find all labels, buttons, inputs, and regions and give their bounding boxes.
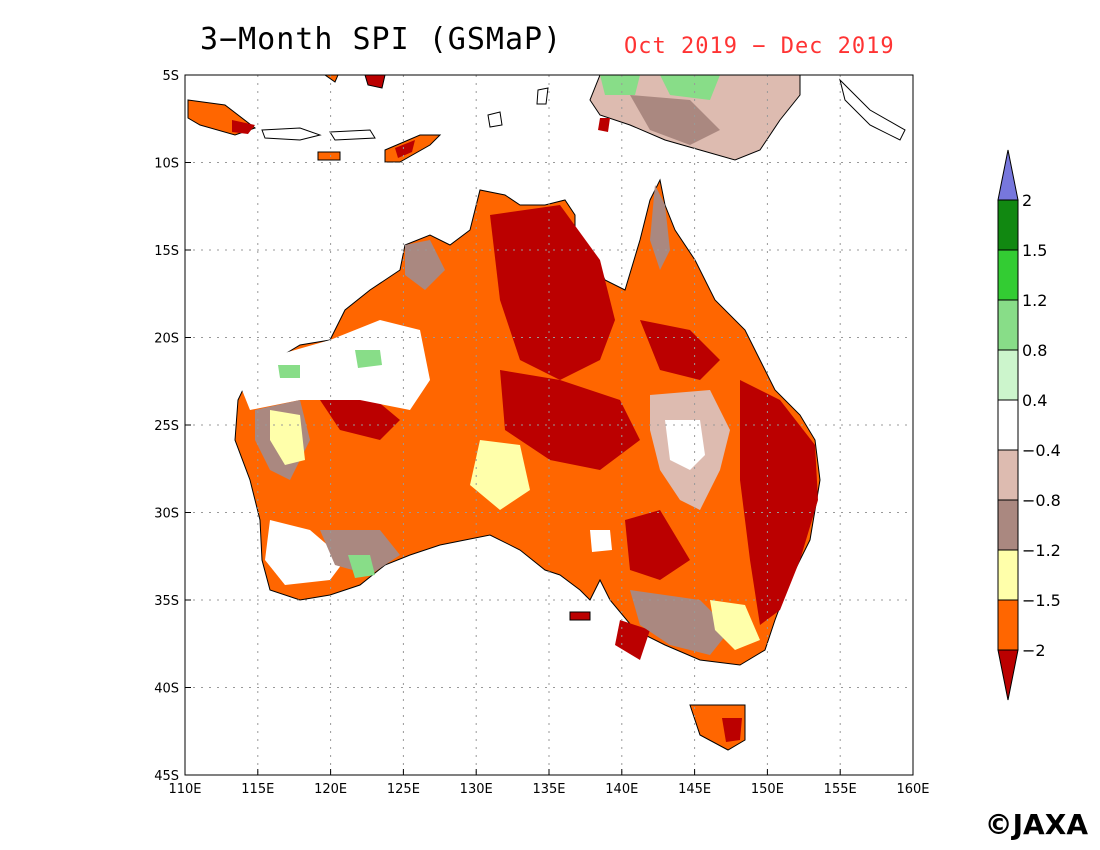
island-small-2 [487,111,503,128]
colorbar-label: −2 [1022,641,1046,660]
copyright-label: ©JAXA [984,808,1088,841]
colorbar-label: −0.4 [1022,441,1061,460]
colorbar: 2 1.5 1.2 0.8 0.4 −0.4 −0.8 −1.2 −1.5 −2 [997,149,1061,701]
island-bismarck [839,78,906,141]
lon-tick-label: 120E [314,782,347,797]
brown-capeyork [650,185,670,270]
lat-tick-label: 45S [154,769,179,784]
white-central-spots [590,530,612,552]
colorbar-bin [997,649,1019,701]
colorbar-bin [997,449,1019,501]
colorbar-label: 0.8 [1022,341,1047,360]
java-red [232,120,255,134]
sumba [317,151,341,161]
new-guinea-brown [630,95,720,145]
white-qld [665,420,705,470]
dark-red-west [320,395,400,440]
new-guinea-green-2 [660,75,720,100]
lat-tick-label: 40S [154,682,179,697]
lat-tick-label: 5S [162,69,179,84]
yellow-band-1 [470,440,530,510]
colorbar-bin [997,549,1019,601]
colorbar-label: −0.8 [1022,491,1061,510]
lon-tick-label: 150E [751,782,784,797]
green-pilbara [355,350,382,368]
lon-tick-label: 110E [168,782,201,797]
kangaroo-island [569,611,591,621]
lat-tick-label: 30S [154,507,179,522]
lon-tick-label: 155E [824,782,857,797]
map-title: 3−Month SPI (GSMaP) [200,22,563,57]
new-guinea-red [598,118,610,132]
lon-tick-label: 140E [605,782,638,797]
lon-tick-label: 160E [896,782,929,797]
colorbar-bin [997,249,1019,301]
tasmania-red [722,718,742,742]
white-west-coast [240,320,430,410]
colorbar-label: 1.2 [1022,291,1047,310]
lon-tick-label: 145E [678,782,711,797]
dark-red-east [740,380,818,625]
colorbar-bin [997,299,1019,351]
white-southwest [265,520,345,585]
lon-tick-label: 115E [241,782,274,797]
colorbar-bin [997,399,1019,451]
plot-frame [184,74,914,776]
colorbar-label: −1.2 [1022,541,1061,560]
colorbar-label: 1.5 [1022,241,1047,260]
land-fill [187,75,906,751]
dark-red-southeast [615,620,650,660]
lon-tick-label: 135E [532,782,565,797]
colorbar-bin [997,149,1019,201]
green-pilbara-2 [278,365,300,378]
dark-red-north [490,205,615,380]
dark-red-central [500,370,640,470]
colorbar-label: 0.4 [1022,391,1047,410]
period-label: Oct 2019 − Dec 2019 [624,34,895,59]
brown-nsw [630,590,730,655]
lat-tick-label: 20S [154,332,179,347]
colorbar-label: 2 [1022,191,1032,210]
sulawesi-bits [364,75,386,89]
island-small-3 [536,87,549,105]
colorbar-bin [997,349,1019,401]
lat-tick-label: 10S [154,157,179,172]
lat-axis-labels: 5S 10S 15S 20S 25S 30S 35S 40S 45S [154,69,179,784]
colorbar-bin [997,199,1019,251]
dark-red-south [625,510,690,580]
graticule [184,74,914,776]
lon-tick-label: 125E [387,782,420,797]
lat-tick-label: 35S [154,594,179,609]
brown-southwest [320,530,400,575]
colorbar-label: −1.5 [1022,591,1061,610]
yellow-band-2 [270,410,305,465]
new-guinea-green [600,75,640,95]
lon-axis-labels: 110E 115E 120E 125E 130E 135E 140E 145E 150E 155E… [168,782,929,797]
lat-tick-label: 25S [154,419,179,434]
lesser-sunda-1 [261,127,322,141]
lesser-sunda-2 [329,129,376,141]
colorbar-bin [997,599,1019,651]
green-southwest [348,555,375,578]
timor-red [395,140,415,158]
brown-kimberley [405,240,445,290]
lon-tick-label: 130E [460,782,493,797]
lat-tick-label: 15S [154,244,179,259]
colorbar-bin [997,499,1019,551]
dark-red-northeast [640,320,720,380]
island-small-1 [324,75,339,83]
yellow-band-3 [710,600,760,650]
